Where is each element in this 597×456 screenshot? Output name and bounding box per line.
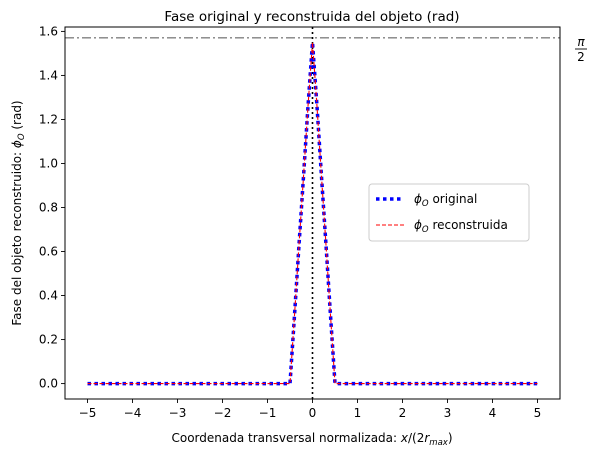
x-tick-label: 5 <box>534 406 542 420</box>
y-tick-label: 0.0 <box>39 377 58 391</box>
x-tick-label: 3 <box>444 406 452 420</box>
y-tick-label: 0.6 <box>39 245 58 259</box>
y-tick-label: 0.8 <box>39 200 58 214</box>
y-tick-label: 0.4 <box>39 289 58 303</box>
y-tick-label: 1.2 <box>39 112 58 126</box>
pi-half-numerator: π <box>577 35 585 49</box>
x-tick-label: 1 <box>354 406 362 420</box>
legend: ϕO original ϕO reconstruida <box>369 184 529 241</box>
pi-half-denominator: 2 <box>577 50 585 64</box>
x-tick-label: −4 <box>124 406 142 420</box>
x-tick-label: 4 <box>489 406 497 420</box>
chart-title: Fase original y reconstruida del objeto … <box>164 9 459 25</box>
x-tick-label: −5 <box>79 406 97 420</box>
x-tick-label: −2 <box>214 406 232 420</box>
x-tick-label: −3 <box>169 406 187 420</box>
y-tick-label: 1.0 <box>39 156 58 170</box>
x-tick-label: 2 <box>399 406 407 420</box>
x-tick-label: 0 <box>309 406 317 420</box>
y-tick-label: 1.4 <box>39 68 58 82</box>
x-tick-label: −1 <box>259 406 277 420</box>
y-tick-label: 0.2 <box>39 333 58 347</box>
y-tick-label: 1.6 <box>39 24 58 38</box>
